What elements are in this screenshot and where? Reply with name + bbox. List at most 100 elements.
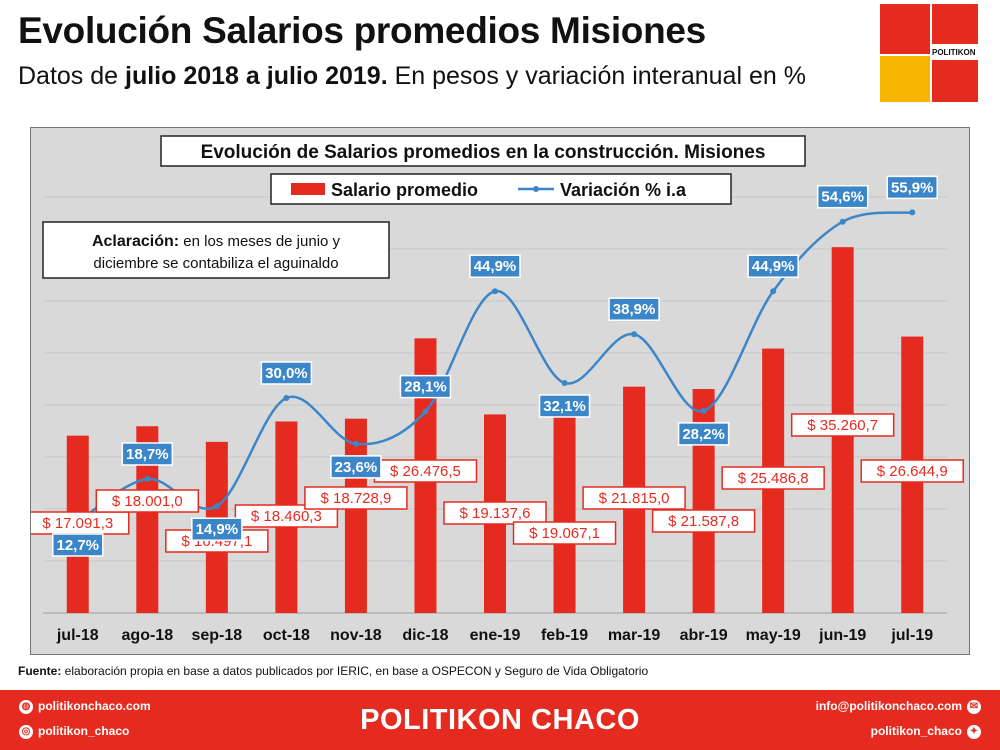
email-icon: ✉ [967,699,981,714]
globe-icon: ◍ [19,699,33,714]
legend-bar-label: Salario promedio [331,180,478,200]
chart-title: Evolución de Salarios promedios en la co… [201,142,766,163]
x-tick-label: jul-19 [890,627,933,644]
footer-twitter[interactable]: politikon_chaco ✦ [871,724,986,739]
variation-point [492,288,498,295]
x-tick-label: ene-19 [470,627,521,644]
x-tick-label: dic-18 [402,627,448,644]
salary-label-box [860,459,964,483]
x-tick-label: abr-19 [680,627,728,644]
variation-label: 38,9% [613,301,656,318]
annotation-line-2: diciembre se contabiliza el aguinaldo [93,255,338,272]
variation-label-box [538,394,591,418]
variation-label: 55,9% [891,179,934,196]
chart: $ 17.091,3$ 18.001,0$ 16.497,1$ 18.460,3… [31,135,964,644]
salary-label: $ 26.476,5 [390,463,461,480]
variation-point [213,503,220,510]
x-tick-label: nov-18 [330,627,382,644]
salary-label: $ 17.091,3 [42,515,113,532]
x-tick-label: sep-18 [191,627,242,644]
variation-point [839,218,846,225]
variation-label-box [886,175,938,200]
variation-label: 44,9% [474,258,517,275]
variation-label-box [608,297,660,321]
salary-label: $ 35.260,7 [807,417,878,434]
variation-label-box [469,254,521,278]
variation-point [631,331,638,338]
x-tick-label: jul-18 [56,627,99,644]
x-tick-label: oct-18 [263,627,310,644]
salary-bar [136,426,159,613]
politikon-logo: POLITIKON [880,4,978,102]
salary-label: $ 19.067,1 [529,525,600,542]
salary-label-box [512,521,617,545]
salary-label: $ 26.644,9 [877,463,948,480]
salary-bar [553,415,576,613]
salary-bar [344,418,367,613]
x-tick-label: may-19 [746,627,801,644]
variation-point [561,379,568,386]
variation-label-box [260,361,313,385]
salary-label-box [790,413,895,437]
chart-title-box [160,135,806,167]
salary-label-box [234,504,339,528]
salary-label: $ 21.587,8 [668,513,739,530]
salary-label: $ 18.728,9 [320,490,391,507]
x-tick-label: jun-19 [818,627,866,644]
variation-point [144,475,151,482]
salary-label: $ 18.460,3 [251,508,322,525]
footer-website[interactable]: ◍ politikonchaco.com [14,699,151,714]
legend-line-label: Variación % i.a [560,180,687,200]
salary-label: $ 25.486,8 [738,470,809,487]
salary-label-box [304,486,408,510]
twitter-icon: ✦ [967,724,981,739]
salary-label: $ 21.815,0 [599,490,670,507]
variation-label: 23,6% [335,459,378,476]
footer: ◍ politikonchaco.com ◎ politikon_chaco POL… [0,690,1000,750]
variation-label-box [121,442,174,466]
salary-label: $ 19.137,6 [460,505,531,522]
salary-label: $ 18.001,0 [112,493,183,510]
variation-point [352,440,359,447]
variation-label: 14,9% [196,521,239,538]
variation-label: 12,7% [56,537,99,554]
salary-label-box [651,509,756,533]
variation-label: 18,7% [126,446,169,463]
source-note: Fuente: elaboración propia en base a dat… [18,664,649,678]
page-title: Evolución Salarios promedios Misiones [18,10,706,51]
instagram-icon: ◎ [19,724,33,739]
legend-bar-swatch [291,183,325,195]
variation-label-box [330,455,382,479]
annotation-box [42,221,390,279]
variation-point [909,209,916,216]
salary-label-box [582,486,686,510]
variation-label: 28,2% [682,426,725,443]
variation-label-box [816,184,869,209]
variation-label-box [191,517,243,541]
variation-label: 54,6% [821,189,864,206]
variation-point [770,288,777,295]
salary-label-box [443,501,547,525]
variation-label-box [52,533,104,557]
variation-label-box [677,422,730,446]
salary-label-box [721,466,825,490]
annotation-line-1: Aclaración: en los meses de junio y [92,233,341,250]
legend-box [270,173,732,205]
variation-point [700,407,707,414]
variation-point [283,395,290,401]
footer-brand: POLITIKON CHACO [360,704,640,736]
logo-text: POLITIKON [932,48,976,57]
chart-frame: $ 17.091,3 $ 18.001,0 $ 16.497,1 $ 18.460,3… [30,127,970,655]
variation-label: 32,1% [543,398,586,415]
x-tick-label: mar-19 [608,627,661,644]
footer-instagram[interactable]: ◎ politikon_chaco [14,724,129,739]
variation-label: 30,0% [265,365,308,382]
legend-line-marker [533,186,539,192]
variation-label-box [747,254,799,278]
page-subtitle: Datos de julio 2018 a julio 2019. En pes… [18,62,806,90]
variation-point [422,408,429,415]
variation-label-box [399,374,452,399]
footer-email[interactable]: info@politikonchaco.com ✉ [816,699,986,714]
x-tick-label: feb-19 [541,627,588,644]
salary-label-box [95,489,200,513]
